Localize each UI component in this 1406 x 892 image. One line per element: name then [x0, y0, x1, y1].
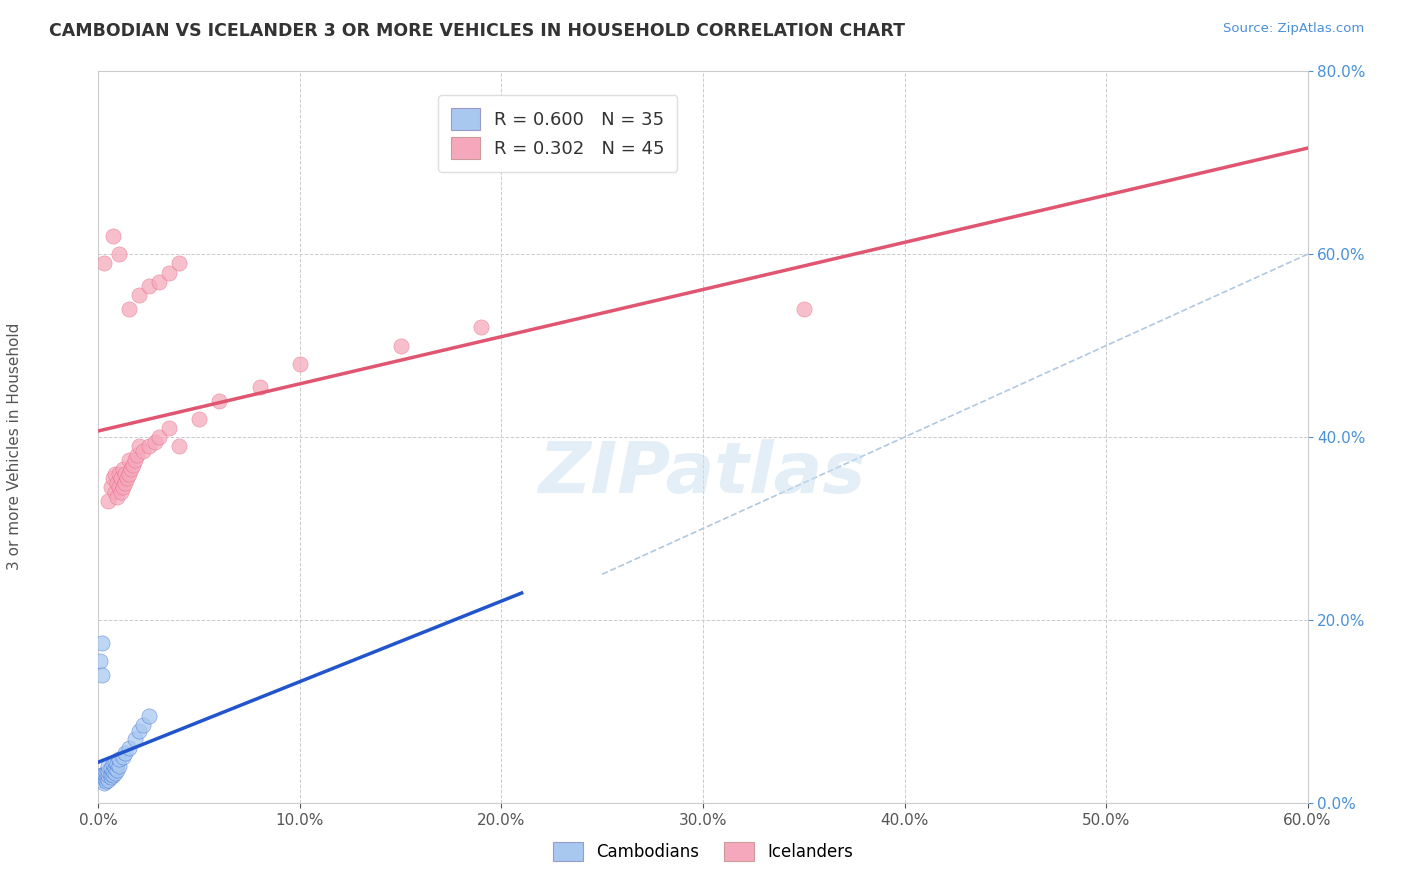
Point — [167, 439, 190, 453]
Point — [105, 490, 128, 504]
Point — [138, 279, 160, 293]
Point — [111, 462, 134, 476]
Point — [120, 462, 142, 476]
Text: CAMBODIAN VS ICELANDER 3 OR MORE VEHICLES IN HOUSEHOLD CORRELATION CHART: CAMBODIAN VS ICELANDER 3 OR MORE VEHICLE… — [49, 22, 905, 40]
Point — [125, 448, 148, 462]
Point — [128, 724, 150, 739]
Point — [110, 485, 132, 500]
Point — [91, 667, 114, 681]
Point — [114, 467, 136, 481]
Point — [100, 766, 122, 780]
Text: ZIPatlas: ZIPatlas — [540, 439, 866, 508]
Point — [97, 772, 120, 787]
Point — [91, 772, 114, 787]
Point — [124, 731, 146, 746]
Point — [96, 773, 118, 788]
Point — [103, 755, 125, 769]
Point — [114, 475, 136, 490]
Point — [97, 764, 120, 778]
Point — [132, 443, 155, 458]
Point — [97, 494, 120, 508]
Point — [107, 480, 129, 494]
Point — [91, 636, 114, 650]
Point — [97, 768, 120, 782]
Point — [132, 718, 155, 732]
Point — [249, 380, 271, 394]
Point — [143, 434, 166, 449]
Point — [93, 256, 115, 270]
Point — [105, 757, 128, 772]
Point — [115, 471, 138, 485]
Point — [96, 765, 118, 780]
Point — [101, 471, 124, 485]
Point — [118, 301, 141, 317]
Point — [89, 654, 111, 668]
Point — [470, 320, 492, 334]
Point — [100, 770, 122, 784]
Point — [157, 266, 180, 280]
Point — [91, 768, 114, 782]
Point — [114, 746, 136, 760]
Point — [103, 765, 125, 780]
Point — [288, 357, 311, 371]
Point — [103, 485, 125, 500]
Point — [93, 771, 115, 785]
Point — [107, 752, 129, 766]
Point — [121, 458, 143, 472]
Point — [103, 467, 125, 481]
Point — [96, 770, 118, 784]
Point — [105, 763, 128, 777]
Text: Source: ZipAtlas.com: Source: ZipAtlas.com — [1223, 22, 1364, 36]
Point — [93, 775, 115, 789]
Text: 3 or more Vehicles in Household: 3 or more Vehicles in Household — [7, 322, 21, 570]
Point — [100, 480, 122, 494]
Point — [101, 757, 124, 772]
Point — [118, 467, 141, 481]
Point — [138, 439, 160, 453]
Point — [157, 421, 180, 435]
Point — [148, 430, 170, 444]
Point — [93, 766, 115, 780]
Point — [124, 453, 146, 467]
Point — [101, 768, 124, 782]
Point — [793, 301, 815, 317]
Point — [128, 439, 150, 453]
Point — [107, 759, 129, 773]
Point — [105, 475, 128, 490]
Point — [111, 750, 134, 764]
Legend: R = 0.600   N = 35, R = 0.302   N = 45: R = 0.600 N = 35, R = 0.302 N = 45 — [439, 95, 678, 171]
Point — [118, 453, 141, 467]
Point — [107, 467, 129, 481]
Point — [148, 275, 170, 289]
Point — [97, 759, 120, 773]
Point — [103, 761, 125, 775]
Point — [101, 764, 124, 778]
Point — [188, 412, 211, 426]
Point — [111, 480, 134, 494]
Point — [118, 740, 141, 755]
Point — [128, 288, 150, 302]
Point — [208, 393, 231, 408]
Point — [100, 761, 122, 775]
Point — [107, 247, 129, 261]
Point — [138, 709, 160, 723]
Point — [101, 229, 124, 244]
Point — [389, 338, 412, 352]
Point — [110, 471, 132, 485]
Point — [167, 256, 190, 270]
